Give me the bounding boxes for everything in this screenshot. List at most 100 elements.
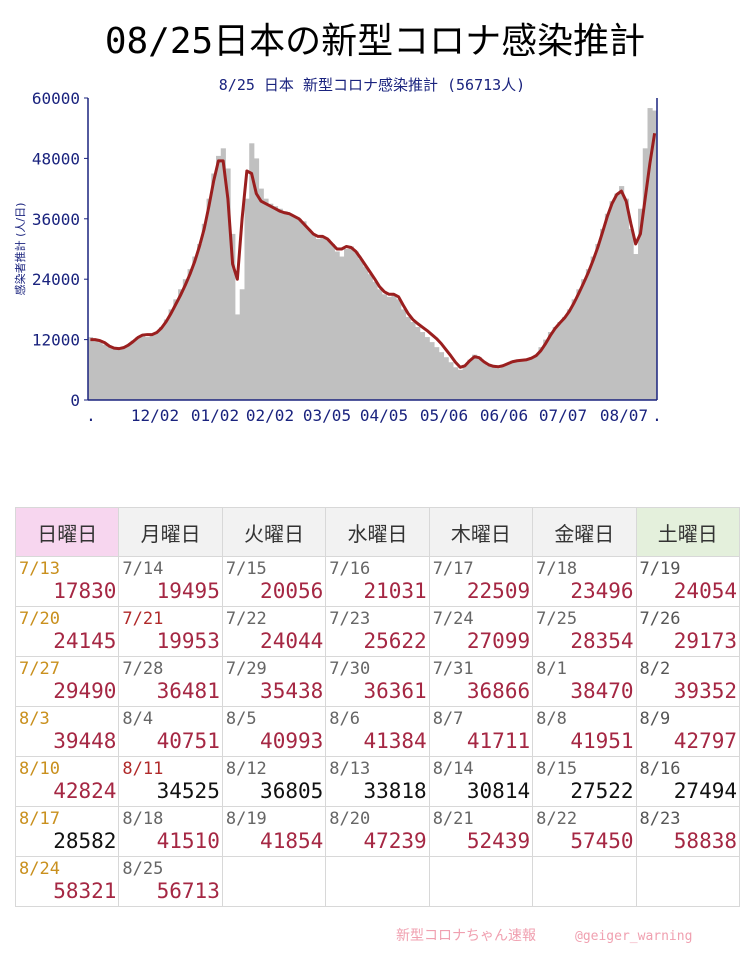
bar [353,251,359,400]
bar [244,198,250,400]
day-date: 7/28 [122,659,164,679]
calendar-day-cell: 7/15 20056 [221,556,327,607]
calendar-day-cell: 7/30 36361 [325,656,430,707]
calendar-day-cell: 8/15 27522 [532,756,637,807]
day-estimate-value: 39448 [53,729,117,753]
trend-line [90,132,657,369]
calendar-day-cell: 8/20 47239 [325,806,430,857]
bar [576,289,582,400]
calendar-week-row: 8/24 58321 8/25 56713 [14,856,741,907]
bar [197,243,203,400]
day-estimate-value: 41951 [570,729,634,753]
calendar-day-cell: 8/3 39448 [14,706,120,757]
bar [538,347,544,400]
bar [533,354,539,400]
x-tick-label: . [86,406,96,425]
watermark-handle: @geiger_warning [575,929,693,944]
day-date: 7/30 [329,659,371,679]
bar [419,332,426,400]
bar [325,238,331,400]
weekday-header: 金曜日 [532,507,637,557]
bar [97,342,103,400]
calendar-day-cell: 8/19 41854 [221,806,327,857]
x-tick-label: 04/05 [360,406,408,425]
calendar-day-cell: 7/14 19495 [118,556,223,607]
x-tick-label: 03/05 [303,406,351,425]
bar [590,256,596,400]
bar [424,337,430,400]
day-date: 8/9 [639,709,671,729]
day-date: 8/17 [19,809,60,829]
bar [429,342,435,400]
calendar-day-cell: 7/22 24044 [221,606,327,657]
calendar-day-cell [635,856,741,907]
bar [438,352,445,400]
y-tick-label: 0 [70,391,80,410]
bar [386,296,392,400]
calendar-day-cell: 7/17 22509 [428,556,534,607]
x-tick-label: 05/06 [420,406,468,425]
bar [149,334,155,400]
bar [253,158,260,400]
day-estimate-value: 27099 [466,629,531,653]
day-estimate-value: 39352 [673,679,737,703]
bar [652,110,658,400]
bar [301,221,307,400]
day-date: 8/23 [639,809,681,829]
bar [263,198,269,400]
calendar-day-cell: 8/24 58321 [14,856,120,907]
bar [291,216,298,400]
calendar-week-row: 8/17 28582 8/18 41510 8/19 41854 8/20 47239 8/21… [14,806,741,857]
calendar-day-cell [428,856,534,907]
day-date: 7/24 [432,609,474,629]
day-date: 7/15 [225,559,267,579]
day-date: 8/3 [19,709,50,729]
calendar-day-cell: 8/13 33818 [325,756,430,807]
bar [154,332,160,400]
calendar-day-cell: 7/26 29173 [635,606,741,657]
bar [628,228,634,400]
calendar-day-cell: 7/19 24054 [635,556,741,607]
day-date: 8/4 [122,709,154,729]
bar [249,143,255,401]
day-date: 8/14 [432,759,474,779]
bar [405,316,411,400]
calendar-day-cell: 7/23 25622 [325,606,430,657]
bar [443,357,449,400]
day-date: 7/13 [19,559,60,579]
bar [125,344,132,400]
day-estimate-value: 41854 [260,829,324,853]
bar [476,357,482,400]
day-estimate-value: 56713 [156,879,220,903]
day-estimate-value: 36866 [466,679,531,703]
calendar-day-cell: 8/23 58838 [635,806,741,857]
day-date: 8/20 [329,809,371,829]
day-date: 8/11 [122,759,164,779]
bar [192,256,198,400]
bar [547,332,554,400]
watermark-brand: 新型コロナちゃん速報 [396,928,536,944]
day-estimate-value: 41384 [363,729,427,753]
day-date: 7/18 [536,559,578,579]
day-date: 8/10 [19,759,60,779]
day-estimate-value: 24054 [673,579,737,603]
bar [377,289,383,400]
bar [642,148,648,400]
calendar-day-cell: 8/11 34525 [118,756,223,807]
day-estimate-value: 27494 [673,779,737,803]
calendar-week-row: 7/13 17830 7/14 19495 7/15 20056 7/16 21031 7/17… [14,556,741,607]
bar [187,269,193,400]
bar [310,233,316,400]
bar [600,228,606,400]
weekday-header: 日曜日 [14,507,120,557]
day-estimate-value: 36481 [156,679,220,703]
daily-estimate-calendar: 日曜日 月曜日 火曜日 水曜日 木曜日 金曜日 土曜日 7/13 17830 7/14 19495… [14,507,741,907]
weekday-header: 月曜日 [118,507,223,557]
day-estimate-value: 28354 [570,629,634,653]
calendar-day-cell: 8/10 42824 [14,756,120,807]
bar [102,344,108,400]
bar [448,362,454,400]
infection-chart: 8/25 日本 新型コロナ感染推計 (56713人) 0 12000 24000 36… [13,76,662,425]
day-estimate-value: 40993 [260,729,324,753]
bar [557,321,563,400]
